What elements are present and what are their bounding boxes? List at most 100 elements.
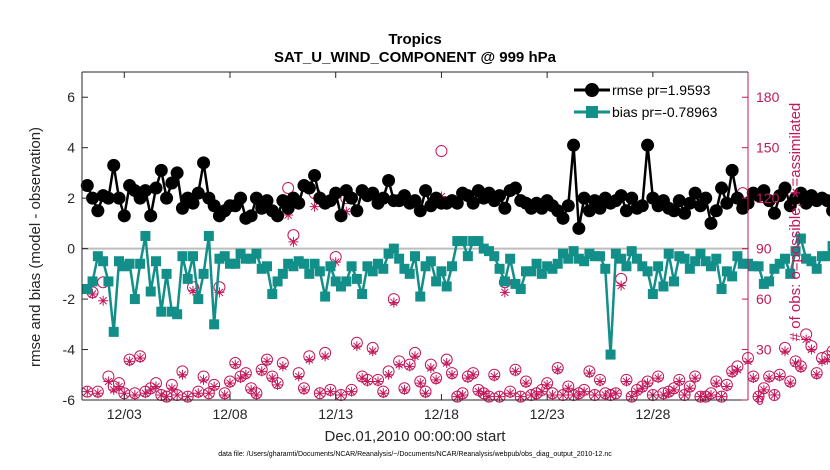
assimilated-obs-point	[452, 391, 463, 402]
assimilated-obs-point	[616, 280, 627, 291]
possible-obs-point	[493, 390, 506, 403]
assimilated-obs-point	[214, 287, 225, 298]
bias-point	[811, 263, 822, 274]
rmse-point	[498, 201, 512, 215]
bias-point	[431, 276, 442, 287]
bias-point	[182, 273, 193, 284]
assimilated-obs-point	[351, 341, 362, 352]
assimilated-obs-point	[415, 378, 426, 389]
x-tick-label: 12/13	[318, 406, 353, 422]
y-tick-label: 6	[67, 89, 75, 105]
possible-obs-point	[181, 390, 194, 403]
bias-point	[769, 263, 780, 274]
legend-box	[572, 77, 736, 125]
rmse-point	[778, 181, 792, 195]
bias-point	[235, 248, 246, 259]
bias-point	[684, 263, 695, 274]
assimilated-obs-point	[267, 373, 278, 384]
bias-point	[764, 276, 775, 287]
assimilated-obs-point	[304, 354, 315, 365]
rmse-point	[625, 191, 639, 205]
y-right-tick-label: 90	[756, 241, 772, 257]
assimilated-obs-point	[758, 384, 769, 395]
rmse-point	[244, 209, 258, 223]
y-tick-label: -6	[63, 392, 76, 408]
bias-point	[737, 258, 748, 269]
bias-point	[748, 261, 759, 272]
assimilated-obs-point	[203, 388, 214, 399]
rmse-point	[186, 196, 200, 210]
rmse-point	[382, 173, 396, 187]
bias-point	[293, 256, 304, 267]
rmse-point	[191, 186, 205, 200]
rmse-point	[725, 163, 739, 177]
assimilated-obs-point	[716, 391, 727, 402]
bias-point	[536, 268, 547, 279]
assimilated-obs-point	[293, 371, 304, 382]
bias-point	[584, 248, 595, 259]
possible-obs-point	[282, 182, 295, 195]
assimilated-obs-point	[774, 371, 785, 382]
assimilated-obs-point	[468, 369, 479, 380]
bias-point	[272, 276, 283, 287]
bias-point	[478, 243, 489, 254]
bias-point	[240, 253, 251, 264]
bias-point	[616, 253, 627, 264]
assimilated-obs-point	[246, 384, 257, 395]
assimilated-obs-point	[764, 373, 775, 384]
assimilated-obs-point	[679, 389, 690, 400]
bias-point	[177, 251, 188, 262]
bias-point	[225, 258, 235, 269]
assimilated-obs-point	[811, 369, 822, 380]
bias-point	[573, 253, 584, 264]
assimilated-obs-point	[119, 388, 130, 399]
rmse-point	[450, 196, 464, 210]
bias-point	[795, 233, 806, 244]
rmse-point	[614, 189, 628, 203]
assimilated-obs-point	[822, 354, 830, 365]
bias-point	[563, 253, 574, 264]
assimilated-obs-point	[314, 388, 325, 399]
y-tick-label: -2	[63, 291, 76, 307]
bias-point	[711, 253, 722, 264]
y-tick-label: 4	[67, 140, 75, 156]
assimilated-obs-point	[626, 391, 637, 402]
legend: rmse pr=1.9593 bias pr=-0.78963	[572, 77, 736, 125]
rmse-point	[308, 168, 322, 182]
y-right-tick-label: 180	[756, 89, 780, 105]
assimilated-obs-point	[526, 389, 537, 400]
bias-point	[531, 258, 542, 269]
rmse-point	[302, 181, 316, 195]
rmse-point	[292, 196, 306, 210]
rmse-series	[80, 138, 830, 235]
assimilated-obs-point	[706, 389, 716, 400]
bias-point	[552, 258, 563, 269]
assimilated-obs-point	[621, 376, 632, 387]
assimilated-obs-point	[388, 297, 399, 308]
assimilated-obs-point	[420, 388, 431, 399]
assimilated-obs-point	[256, 366, 267, 377]
bias-point	[230, 258, 241, 269]
assimilated-obs-point	[124, 356, 135, 367]
assimilated-obs-point	[531, 389, 542, 400]
assimilated-obs-point	[394, 359, 405, 370]
bias-point	[203, 231, 214, 241]
rmse-point	[767, 206, 781, 220]
y-right-tick-label: 60	[756, 291, 772, 307]
assimilated-obs-point	[166, 383, 177, 394]
bias-point	[367, 266, 378, 277]
bias-point	[489, 251, 500, 262]
assimilated-obs-point	[92, 388, 103, 399]
assimilated-obs-point	[790, 357, 801, 368]
rmse-point	[709, 204, 723, 218]
bias-point	[827, 241, 830, 252]
bias-point	[436, 266, 447, 277]
assimilated-obs-point	[711, 378, 722, 389]
assimilated-obs-point	[462, 373, 473, 384]
assimilated-obs-point	[573, 389, 584, 400]
y-right-tick-label: 150	[756, 140, 780, 156]
bias-point	[679, 253, 690, 264]
bias-point	[690, 256, 701, 267]
x-tick-label: 12/28	[635, 406, 670, 422]
bias-point	[373, 258, 383, 269]
